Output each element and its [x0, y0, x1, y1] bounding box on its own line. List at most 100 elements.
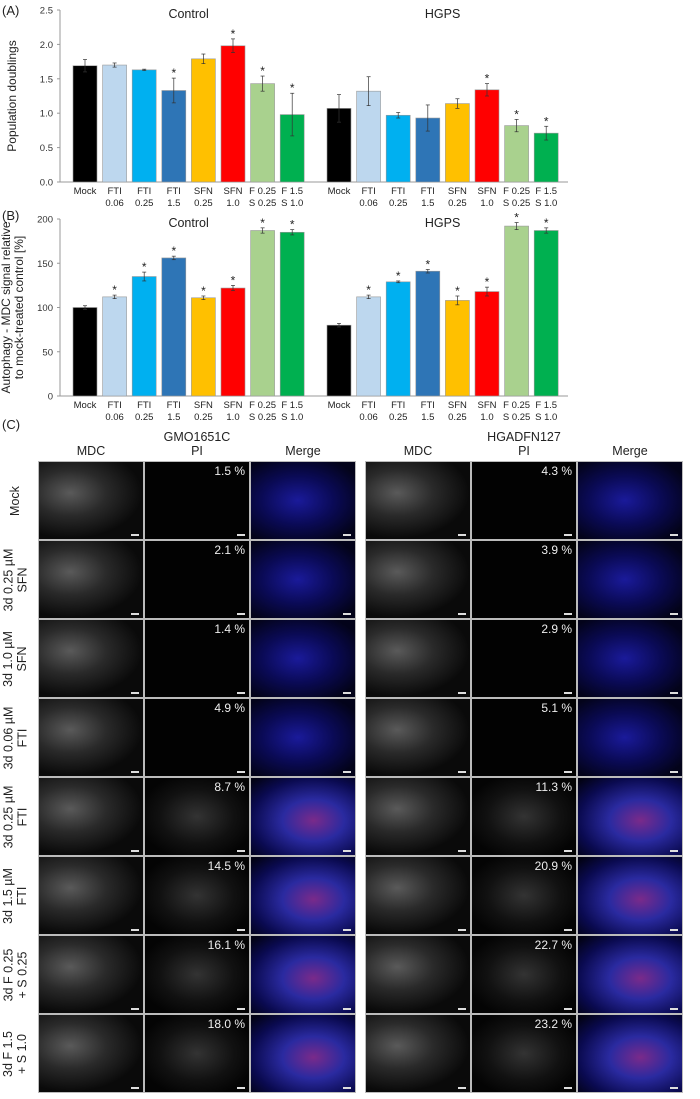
x-tick-label: F 1.5: [535, 186, 557, 197]
pi-image: 1.4 %: [144, 619, 250, 698]
row-label: 3d 0.25 µM FTI: [0, 777, 30, 856]
scale-bar: [564, 771, 572, 773]
bar: [250, 83, 275, 183]
pi-image: 8.7 %: [144, 777, 250, 856]
x-tick-label: S 1.0: [281, 198, 303, 209]
scale-bar: [343, 613, 351, 615]
bar: [220, 45, 246, 183]
x-tick-label: 0.25: [194, 198, 213, 209]
x-tick-label: 0.25: [135, 412, 154, 420]
mdc-image: [365, 1014, 471, 1093]
x-tick-label: Mock: [328, 400, 351, 411]
mdc-image: [365, 461, 471, 540]
x-tick-label: F 0.25: [249, 400, 276, 411]
column-header: MDC: [76, 444, 106, 458]
bar: [279, 231, 305, 397]
y-tick-label: 0: [48, 392, 53, 403]
row-label-text: 3d 0.06 µM FTI: [1, 706, 30, 769]
bar: [161, 90, 187, 183]
pi-percentage: 11.3 %: [535, 780, 572, 794]
significance-star: *: [485, 72, 490, 86]
cell-line-title: GMO1651C: [163, 430, 231, 444]
pi-percentage: 5.1 %: [541, 701, 572, 715]
bar: [356, 296, 381, 397]
pi-image: 4.3 %: [471, 461, 577, 540]
y-tick-label: 0.0: [40, 178, 53, 189]
mdc-image: [38, 856, 144, 935]
scale-bar: [564, 1087, 572, 1089]
significance-star: *: [396, 269, 401, 283]
bar: [72, 307, 98, 397]
merge-image: [577, 777, 683, 856]
scale-bar: [670, 850, 678, 852]
scale-bar: [131, 1087, 139, 1089]
scale-bar: [458, 850, 466, 852]
mdc-image: [38, 698, 144, 777]
mdc-image: [38, 540, 144, 619]
scale-bar: [458, 613, 466, 615]
merge-image: [250, 777, 356, 856]
y-tick-label: 0.5: [40, 143, 53, 154]
bar: [533, 132, 559, 183]
significance-star: *: [455, 284, 460, 298]
x-tick-label: 1.0: [480, 198, 493, 209]
y-axis-label: to mock-treated control [%]: [12, 236, 26, 379]
pi-percentage: 18.0 %: [207, 1017, 245, 1031]
x-tick-label: FTI: [391, 186, 405, 197]
scale-bar: [670, 613, 678, 615]
scale-bar: [237, 692, 245, 694]
merge-image: [577, 856, 683, 935]
significance-star: *: [366, 283, 371, 297]
x-tick-label: FTI: [167, 400, 181, 411]
merge-image: [250, 856, 356, 935]
bar: [102, 296, 127, 397]
x-tick-label: 0.06: [359, 412, 378, 420]
column-header: MDC: [403, 444, 433, 458]
significance-star: *: [142, 260, 147, 274]
pi-percentage: 1.4 %: [214, 622, 245, 636]
merge-image: [250, 1014, 356, 1093]
pi-percentage: 14.5 %: [207, 859, 245, 873]
pi-percentage: 3.9 %: [541, 543, 572, 557]
bar: [533, 230, 559, 397]
bar: [445, 103, 470, 183]
scale-bar: [343, 929, 351, 931]
pi-image: 4.9 %: [144, 698, 250, 777]
merge-image: [250, 619, 356, 698]
bar: [504, 125, 529, 183]
y-axis-label: Autophagy - MDC signal relative: [0, 221, 13, 393]
image-grid: 1.5 % 2.1 % 1.4 % 4.9 % 8.7 % 14.5 % 16.1 % 18.…: [38, 461, 356, 1093]
scale-bar: [237, 1008, 245, 1010]
scale-bar: [458, 534, 466, 536]
scale-bar: [458, 1087, 466, 1089]
scale-bar: [237, 850, 245, 852]
bar: [385, 281, 411, 397]
pi-image: 3.9 %: [471, 540, 577, 619]
mdc-image: [38, 777, 144, 856]
bar: [220, 287, 246, 397]
row-label-text: 3d 0.25 µM SFN: [1, 548, 30, 611]
bar: [356, 90, 381, 183]
mdc-image: [365, 935, 471, 1014]
pi-image: 2.1 %: [144, 540, 250, 619]
bar: [326, 324, 352, 397]
scale-bar: [131, 929, 139, 931]
pi-image: 22.7 %: [471, 935, 577, 1014]
x-tick-label: 1.5: [167, 198, 180, 209]
column-header: PI: [191, 444, 203, 458]
x-tick-label: SFN: [448, 186, 467, 197]
bar: [474, 291, 500, 397]
merge-image: [250, 698, 356, 777]
group-title: HGPS: [425, 7, 460, 21]
x-tick-label: F 1.5: [281, 186, 303, 197]
significance-star: *: [544, 216, 549, 230]
x-tick-label: SFN: [478, 186, 497, 197]
pi-percentage: 20.9 %: [534, 859, 572, 873]
scale-bar: [343, 850, 351, 852]
mdc-image: [365, 540, 471, 619]
x-tick-label: 1.5: [421, 198, 434, 209]
bar: [161, 257, 187, 397]
x-tick-label: FTI: [391, 400, 405, 411]
group-title: Control: [168, 7, 208, 21]
scale-bar: [343, 534, 351, 536]
